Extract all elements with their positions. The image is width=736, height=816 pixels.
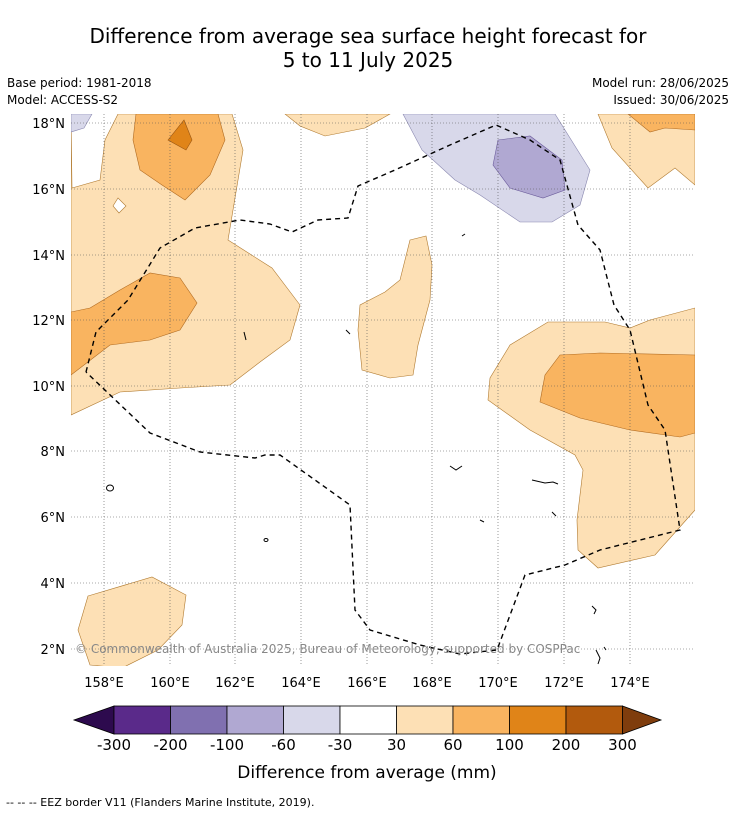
colorbar-label: Difference from average (mm) bbox=[237, 763, 496, 783]
copyright-text: © Commonwealth of Australia 2025, Bureau… bbox=[75, 642, 580, 656]
eez-footer-note: -- -- -- EEZ border V11 (Flanders Marine… bbox=[6, 796, 315, 809]
lon-label: 160°E bbox=[150, 676, 190, 691]
lat-label: 14°N bbox=[32, 249, 65, 264]
lon-label: 170°E bbox=[478, 676, 518, 691]
island bbox=[531, 479, 559, 485]
island bbox=[263, 538, 269, 542]
island bbox=[461, 233, 466, 237]
colorbar-segment bbox=[396, 705, 454, 735]
chart-title-line1: Difference from average sea surface heig… bbox=[89, 24, 647, 48]
colorbar-segment bbox=[339, 705, 397, 735]
colorbar-segment bbox=[509, 705, 567, 735]
contour-60-100-west bbox=[71, 272, 198, 376]
lat-label: 6°N bbox=[41, 511, 66, 526]
colorbar-extend-high bbox=[622, 705, 663, 735]
colorbar-tick-label: -200 bbox=[153, 736, 187, 754]
island bbox=[243, 331, 247, 341]
lon-label: 162°E bbox=[215, 676, 255, 691]
base-period-text: Base period: 1981-2018 bbox=[7, 76, 152, 90]
colorbar: -300 -200 -100 -60 -30 30 60 100 200 300 bbox=[72, 705, 663, 754]
lon-label: 174°E bbox=[610, 676, 650, 691]
island bbox=[603, 646, 607, 651]
island bbox=[449, 465, 463, 471]
lat-label: 10°N bbox=[32, 380, 65, 395]
lon-label: 164°E bbox=[281, 676, 321, 691]
grid-lines bbox=[71, 114, 695, 666]
island bbox=[479, 519, 485, 523]
colorbar-segment bbox=[226, 705, 284, 735]
island bbox=[595, 649, 601, 665]
colorbar-tick-label: -300 bbox=[97, 736, 131, 754]
contour-60-100-northeast bbox=[627, 114, 695, 133]
model-run-text: Model run: 28/06/2025 bbox=[591, 76, 729, 90]
anomaly-contours bbox=[71, 114, 695, 666]
colorbar-tick-label: -100 bbox=[210, 736, 244, 754]
contour-30-60-northeast bbox=[597, 114, 695, 189]
lon-label: 168°E bbox=[412, 676, 452, 691]
lat-label: 8°N bbox=[41, 445, 66, 460]
colorbar-tick-label: 200 bbox=[552, 736, 581, 754]
contour-30-60-south bbox=[77, 576, 187, 666]
contour-30-60-center-island bbox=[357, 235, 433, 379]
model-text: Model: ACCESS-S2 bbox=[7, 93, 119, 107]
lat-label: 16°N bbox=[32, 183, 65, 198]
contour-neg30-neg60-west bbox=[71, 114, 93, 133]
colorbar-segment bbox=[452, 705, 510, 735]
colorbar-extend-low bbox=[72, 705, 115, 735]
colorbar-segment bbox=[170, 705, 228, 735]
contour-gap bbox=[112, 197, 127, 214]
lat-label: 4°N bbox=[41, 577, 66, 592]
contour-60-100-north bbox=[132, 114, 226, 201]
colorbar-tick-label: 100 bbox=[495, 736, 524, 754]
colorbar-segment bbox=[283, 705, 341, 735]
island bbox=[551, 511, 557, 517]
colorbar-tick-label: -30 bbox=[328, 736, 353, 754]
colorbar-tick-label: -60 bbox=[271, 736, 296, 754]
colorbar-tick-label: 30 bbox=[387, 736, 406, 754]
longitude-labels: 158°E 160°E 162°E 164°E 166°E 168°E 170°E 172°E… bbox=[84, 676, 650, 691]
lon-label: 158°E bbox=[84, 676, 124, 691]
lat-label: 2°N bbox=[41, 643, 66, 658]
colorbar-tick-label: 60 bbox=[443, 736, 462, 754]
chart-title-line2: 5 to 11 July 2025 bbox=[282, 48, 454, 72]
lat-label: 18°N bbox=[32, 117, 65, 132]
colorbar-tick-label: 300 bbox=[608, 736, 637, 754]
colorbar-segment bbox=[565, 705, 623, 735]
island bbox=[591, 605, 597, 615]
islands bbox=[106, 233, 607, 665]
island bbox=[345, 329, 351, 335]
lon-label: 172°E bbox=[544, 676, 584, 691]
lat-label: 12°N bbox=[32, 314, 65, 329]
colorbar-segment bbox=[113, 705, 171, 735]
lon-label: 166°E bbox=[347, 676, 387, 691]
latitude-labels: 18°N 16°N 14°N 12°N 10°N 8°N 6°N 4°N 2°N bbox=[32, 117, 65, 658]
contour-60-100-east bbox=[539, 352, 695, 438]
island bbox=[106, 484, 114, 492]
contour-100-200 bbox=[167, 119, 193, 151]
issued-text: Issued: 30/06/2025 bbox=[613, 93, 729, 107]
contour-30-60-north-center bbox=[284, 114, 391, 137]
eez-border bbox=[85, 124, 681, 655]
contour-30-60-east bbox=[487, 307, 695, 569]
